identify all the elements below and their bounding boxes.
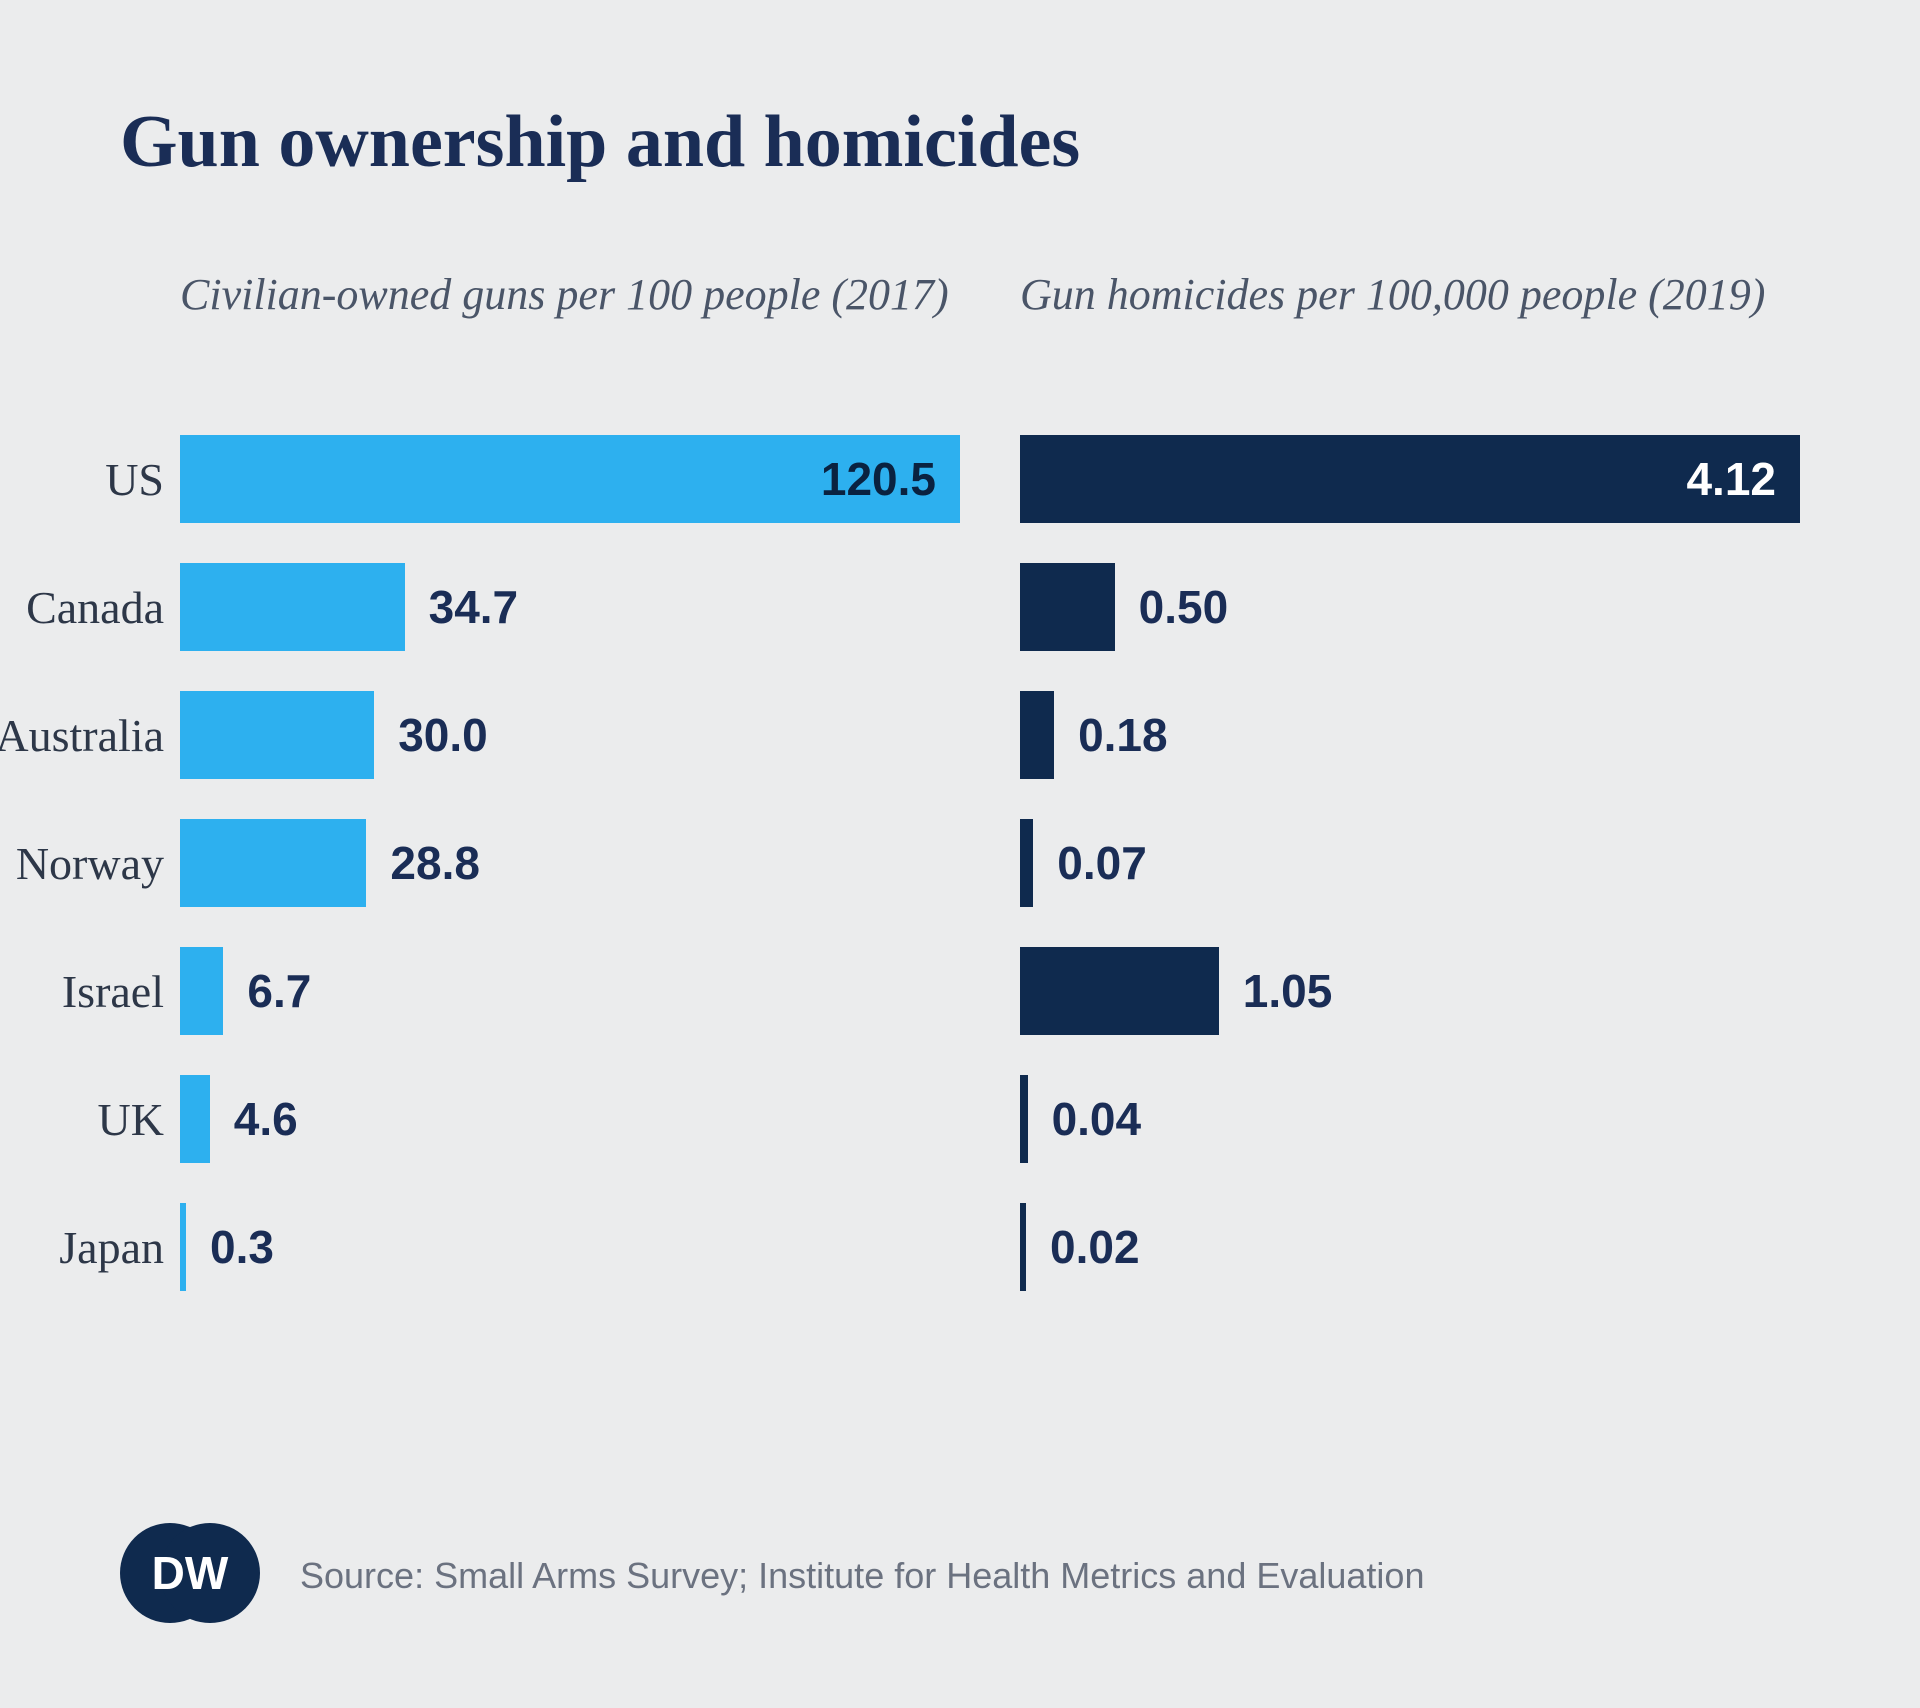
bar-value: 28.8 (390, 836, 480, 890)
country-label: Canada (0, 581, 180, 634)
bar (180, 1075, 210, 1163)
bar (1020, 819, 1033, 907)
bar-row: UK4.6 (180, 1075, 960, 1163)
bar (180, 563, 405, 651)
bar-track: 34.7 (180, 563, 960, 651)
svg-text:DW: DW (152, 1547, 229, 1599)
bar (180, 947, 223, 1035)
bar-value: 0.02 (1050, 1220, 1140, 1274)
bar-row: Canada34.7 (180, 563, 960, 651)
bar (180, 819, 366, 907)
bar-value: 0.07 (1057, 836, 1147, 890)
bar-track: 0.50 (1020, 563, 1800, 651)
country-label: Israel (0, 965, 180, 1018)
chart-title: Gun ownership and homicides (120, 100, 1800, 185)
bar-row: 0.04 (1020, 1075, 1800, 1163)
bar-row: Norway28.8 (180, 819, 960, 907)
bar (1020, 1203, 1026, 1291)
bar-track: 0.02 (1020, 1203, 1800, 1291)
bar-track: 30.0 (180, 691, 960, 779)
bar (180, 1203, 186, 1291)
bar-row: US120.5 (180, 435, 960, 523)
bar-track: 6.7 (180, 947, 960, 1035)
bar (1020, 691, 1054, 779)
bar-value: 4.12 (1686, 452, 1776, 506)
bar-track: 0.3 (180, 1203, 960, 1291)
country-label: Norway (0, 837, 180, 890)
bar-value: 30.0 (398, 708, 488, 762)
bar-track: 1.05 (1020, 947, 1800, 1035)
left-column-header: Civilian-owned guns per 100 people (2017… (180, 265, 960, 385)
bar-value: 0.18 (1078, 708, 1168, 762)
right-rows: 4.12 0.50 0.18 0.07 1.05 0.04 0.02 (1020, 435, 1800, 1291)
dw-logo: DW (120, 1523, 260, 1628)
bar-value: 120.5 (821, 452, 936, 506)
source-text: Source: Small Arms Survey; Institute for… (300, 1555, 1424, 1597)
chart-container: Civilian-owned guns per 100 people (2017… (120, 265, 1800, 1291)
bar-value: 34.7 (429, 580, 519, 634)
bar-value: 0.50 (1139, 580, 1229, 634)
bar-value: 4.6 (234, 1092, 298, 1146)
bar-row: Japan0.3 (180, 1203, 960, 1291)
country-label: US (0, 453, 180, 506)
bar (1020, 1075, 1028, 1163)
country-label: UK (0, 1093, 180, 1146)
bar-track: 4.12 (1020, 435, 1800, 523)
country-label: Japan (0, 1221, 180, 1274)
bar (1020, 563, 1115, 651)
bar-value: 1.05 (1243, 964, 1333, 1018)
bar (1020, 947, 1219, 1035)
bar-track: 4.6 (180, 1075, 960, 1163)
bar-track: 28.8 (180, 819, 960, 907)
country-label: Australia (0, 709, 180, 762)
bar-track: 0.18 (1020, 691, 1800, 779)
bar-row: 0.02 (1020, 1203, 1800, 1291)
right-column-header: Gun homicides per 100,000 people (2019) (1020, 265, 1800, 385)
bar (180, 691, 374, 779)
bar-row: 0.07 (1020, 819, 1800, 907)
bar-row: 1.05 (1020, 947, 1800, 1035)
footer: DW Source: Small Arms Survey; Institute … (120, 1523, 1800, 1628)
bar-value: 6.7 (247, 964, 311, 1018)
bar-row: Israel6.7 (180, 947, 960, 1035)
bar: 4.12 (1020, 435, 1800, 523)
bar-row: 0.50 (1020, 563, 1800, 651)
bar-track: 0.07 (1020, 819, 1800, 907)
bar-row: 4.12 (1020, 435, 1800, 523)
bar: 120.5 (180, 435, 960, 523)
bar-value: 0.3 (210, 1220, 274, 1274)
bar-value: 0.04 (1052, 1092, 1142, 1146)
bar-track: 0.04 (1020, 1075, 1800, 1163)
bar-row: 0.18 (1020, 691, 1800, 779)
left-rows: US120.5 Canada34.7 Australia30.0 Norway28.8… (180, 435, 960, 1291)
bar-row: Australia30.0 (180, 691, 960, 779)
left-column: Civilian-owned guns per 100 people (2017… (180, 265, 960, 1291)
bar-track: 120.5 (180, 435, 960, 523)
right-column: Gun homicides per 100,000 people (2019) … (1020, 265, 1800, 1291)
